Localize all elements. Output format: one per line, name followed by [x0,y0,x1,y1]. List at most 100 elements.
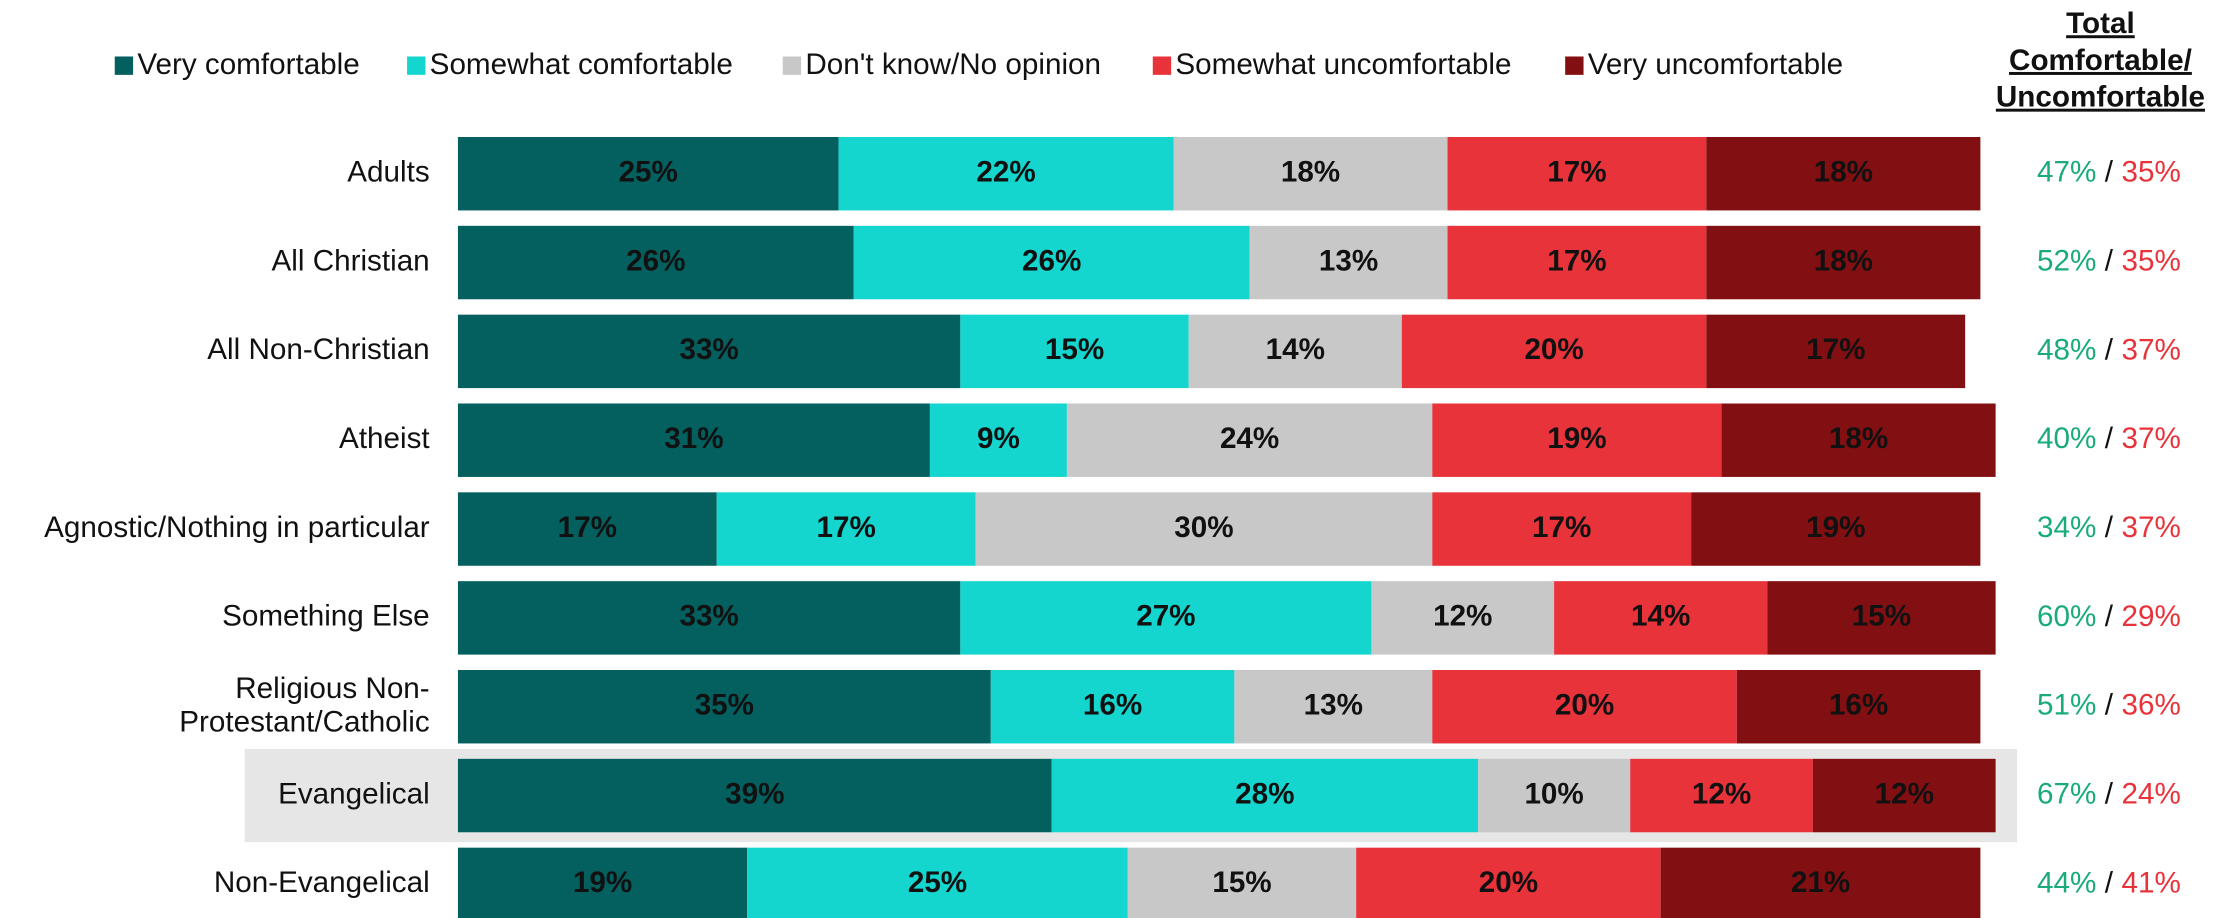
data-label: 17% [1547,244,1606,277]
bar-segment [457,314,961,389]
data-label: 27% [1136,600,1195,633]
total-header: Uncomfortable [1996,81,2205,114]
total-comfortable: 40% [2037,422,2096,455]
total-label: 48% /37% [2037,333,2181,366]
bar-segment [1812,758,1996,833]
bar-segment [1066,403,1433,477]
data-label: 16% [1829,689,1888,722]
legend-label: Very comfortable [137,48,359,81]
data-label: 26% [1022,244,1081,277]
data-label: 17% [558,511,617,544]
total-comfortable: 67% [2037,777,2096,810]
total-uncomfortable: 36% [2122,689,2181,722]
total-comfortable: 52% [2037,244,2096,277]
legend-label: Very uncomfortable [1588,48,1843,81]
data-label: 12% [1433,600,1492,633]
bar-segment [1127,847,1357,918]
data-label: 20% [1524,333,1583,366]
data-label: 12% [1875,777,1934,810]
bar-segment [1706,136,1981,211]
total-label: 51% /36% [2037,689,2181,722]
total-uncomfortable: 35% [2122,156,2181,189]
bar-segment [1447,225,1707,300]
total-separator: / [2105,244,2114,277]
data-label: 15% [1045,333,1104,366]
data-label: 20% [1555,689,1614,722]
bar-segment [716,492,976,566]
data-label: 9% [977,422,1020,455]
total-uncomfortable: 24% [2122,777,2181,810]
bar-segment [1234,669,1433,744]
total-separator: / [2105,156,2114,189]
legend-label: Somewhat uncomfortable [1175,48,1511,81]
total-uncomfortable: 29% [2122,600,2181,633]
data-label: 33% [679,333,738,366]
legend-swatch [114,56,134,75]
total-comfortable: 47% [2037,156,2096,189]
legend-swatch [1565,56,1584,75]
total-label: 60% /29% [2037,600,2181,633]
total-label: 47% /35% [2037,156,2181,189]
data-label: 12% [1692,777,1751,810]
bar-segment [1371,581,1555,655]
data-label: 17% [1547,156,1606,189]
bar-segment [1432,492,1692,566]
bar-segment [1706,225,1981,300]
bar-segment [838,136,1174,211]
bar-segment [929,403,1067,477]
category-label: Adults [347,156,429,189]
data-label: 13% [1304,689,1363,722]
bar-segment [1051,758,1478,833]
bar-segment [457,847,748,918]
category-label: Agnostic/Nothing in particular [44,511,430,544]
bar-segment [960,314,1189,389]
total-uncomfortable: 37% [2122,511,2181,544]
bar-segment [990,669,1235,744]
bar-segment [1477,758,1631,833]
bar-segment [457,669,991,744]
total-separator: / [2105,333,2114,366]
legend-swatch [782,56,802,75]
bar-segment [1660,847,1981,918]
bar-segment [1249,225,1448,300]
data-label: 22% [976,156,1035,189]
data-label: 35% [695,689,754,722]
total-comfortable: 34% [2037,511,2096,544]
bar-segment [1691,492,1981,566]
total-header: Comfortable/ [2009,44,2192,77]
bar-segment [1736,669,1981,744]
data-label: 31% [664,422,723,455]
category-label: Atheist [339,422,430,455]
data-label: 28% [1235,777,1294,810]
data-label: 21% [1791,866,1850,899]
category-label: Evangelical [278,777,430,810]
data-label: 39% [725,777,784,810]
total-separator: / [2105,777,2114,810]
bar-segment [1721,403,1996,477]
category-label: All Christian [272,244,430,277]
data-label: 15% [1852,600,1911,633]
bar-segment [853,225,1250,300]
category-label: Non-Evangelical [214,866,430,899]
total-separator: / [2105,422,2114,455]
total-comfortable: 60% [2037,600,2096,633]
total-label: 34% /37% [2037,511,2181,544]
total-label: 52% /35% [2037,244,2181,277]
data-label: 10% [1524,777,1583,810]
category-label: All Non-Christian [207,333,429,366]
data-label: 15% [1212,866,1271,899]
total-separator: / [2105,511,2114,544]
total-header: Total [2066,7,2135,40]
bar-segment [1630,758,1813,833]
data-label: 19% [1547,422,1606,455]
data-label: 18% [1281,156,1340,189]
legend-label: Somewhat comfortable [430,48,733,81]
bar-segment [1356,847,1661,918]
total-uncomfortable: 41% [2122,866,2181,899]
bar-segment [457,136,839,211]
data-label: 30% [1174,511,1233,544]
data-label: 18% [1829,422,1888,455]
bar-segment [1401,314,1707,389]
